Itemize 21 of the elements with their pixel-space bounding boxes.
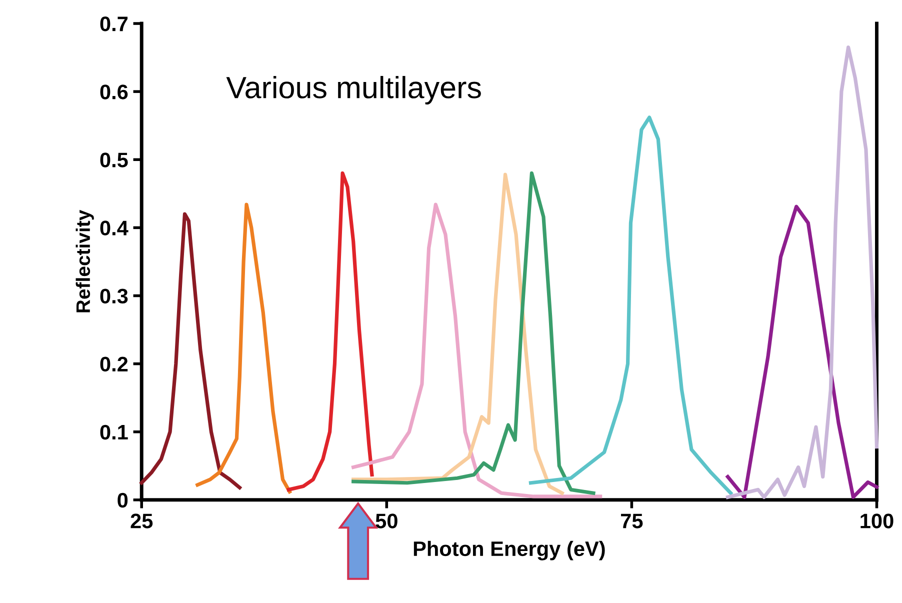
line-series	[286, 171, 374, 492]
y-tick-label: 0.7	[100, 16, 128, 32]
y-tick-label: 0.6	[100, 84, 128, 100]
x-tick-label: 100	[860, 514, 894, 528]
line-series	[726, 46, 879, 499]
y-tick-label: 0.1	[100, 424, 128, 440]
annotation: Various multilayers	[226, 76, 481, 104]
y-tick-label: 0.4	[100, 220, 128, 236]
x-tick-label: 50	[376, 514, 398, 528]
x-axis-title: Photon Energy (eV)	[414, 540, 605, 560]
line-series	[726, 204, 879, 499]
y-tick-label: 0.5	[100, 152, 128, 168]
y-axis-title: Reflectivity	[76, 210, 94, 312]
y-tick-label: 0.3	[100, 288, 128, 304]
y-tick-label: 0	[118, 492, 128, 508]
line-series	[196, 202, 292, 494]
x-tick-label: 25	[130, 514, 153, 528]
line-series	[140, 212, 242, 490]
line-series	[528, 116, 733, 495]
y-tick-label: 0.2	[100, 356, 128, 372]
x-tick-label: 75	[621, 514, 643, 528]
